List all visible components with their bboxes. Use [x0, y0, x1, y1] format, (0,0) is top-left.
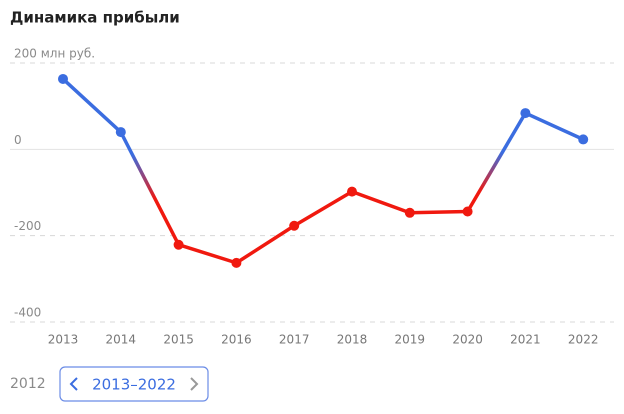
line-segment — [61, 77, 123, 134]
y-tick-label: 0 — [14, 133, 22, 147]
line-segment — [408, 209, 470, 215]
data-point — [231, 257, 242, 268]
x-tick-label: 2019 — [395, 333, 426, 347]
period-selector[interactable]: 2013–2022 — [59, 366, 209, 402]
line-segment — [350, 189, 412, 215]
prev-arrow[interactable] — [69, 377, 78, 391]
line-segment — [292, 189, 354, 228]
x-tick-label: 2018 — [337, 333, 368, 347]
x-tick-label: 2016 — [221, 333, 252, 347]
y-tick-label: -400 — [14, 306, 41, 320]
data-point — [58, 73, 68, 84]
x-tick-label: 2017 — [279, 333, 310, 347]
x-tick-label: 2014 — [106, 333, 137, 347]
y-tick-label: 200 млн руб. — [14, 47, 95, 61]
data-point — [462, 206, 473, 217]
data-point — [520, 108, 531, 119]
y-tick-label: -200 — [14, 219, 41, 233]
line-segment — [234, 223, 296, 265]
line-segment — [523, 111, 585, 142]
x-tick-label: 2015 — [163, 333, 194, 347]
x-tick-label: 2020 — [452, 333, 483, 347]
line-segment — [176, 242, 239, 265]
selector-box[interactable] — [59, 366, 209, 402]
x-tick-label: 2021 — [510, 333, 541, 347]
line-segment — [465, 111, 528, 214]
chart-title: Динамика прибыли — [10, 9, 180, 27]
line-segment — [119, 130, 181, 247]
x-tick-label: 2022 — [568, 333, 599, 347]
x-tick-label: 2013 — [48, 333, 79, 347]
data-point — [578, 134, 589, 145]
data-point — [347, 186, 357, 197]
previous-period[interactable]: 2012 — [10, 376, 46, 392]
data-point — [173, 239, 184, 250]
next-arrow[interactable] — [190, 377, 199, 391]
data-point — [404, 207, 415, 218]
data-point — [115, 127, 126, 138]
current-period[interactable]: 2013–2022 — [92, 376, 176, 394]
data-point — [289, 220, 300, 231]
